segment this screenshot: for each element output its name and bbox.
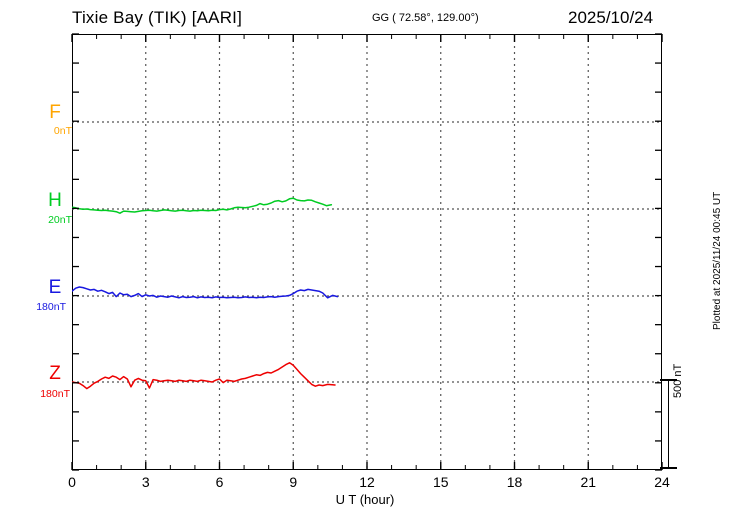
x-tick-label-3: 3 [141, 474, 150, 490]
component-label-H: H [48, 190, 62, 211]
component-label-Z: Z [49, 363, 61, 384]
x-tick-label-18: 18 [506, 474, 523, 490]
scale-bar-label: 500 nT [672, 363, 684, 398]
axis-tick-canvas [71, 33, 663, 471]
component-label-F: F [49, 102, 61, 123]
component-value-E: 180nT [36, 301, 66, 313]
x-tick-label-15: 15 [432, 474, 449, 490]
x-tick-label-6: 6 [215, 474, 224, 490]
scale-bar-stem [668, 380, 670, 468]
x-tick-label-21: 21 [580, 474, 597, 490]
geographic-coordinates: GG ( 72.58°, 129.00°) [372, 12, 479, 24]
x-axis-title: U T (hour) [335, 492, 395, 507]
observation-date: 2025/10/24 [568, 8, 654, 27]
scale-bar-cap-top [660, 379, 677, 381]
x-tick-label-9: 9 [289, 474, 298, 490]
scale-bar [660, 378, 678, 470]
component-value-F: 0nT [53, 125, 72, 137]
station-title: Tixie Bay (TIK) [AARI] [72, 8, 243, 27]
x-tick-label-12: 12 [359, 474, 375, 490]
plotted-timestamp: Plotted at 2025/11/24 00:45 UT [712, 191, 723, 330]
component-label-E: E [48, 277, 62, 298]
x-tick-label-0: 0 [68, 474, 76, 490]
component-value-H: 20nT [48, 214, 72, 226]
scale-bar-cap-bottom [660, 467, 677, 469]
component-value-Z: 180nT [40, 388, 70, 400]
x-tick-label-24: 24 [654, 474, 670, 490]
